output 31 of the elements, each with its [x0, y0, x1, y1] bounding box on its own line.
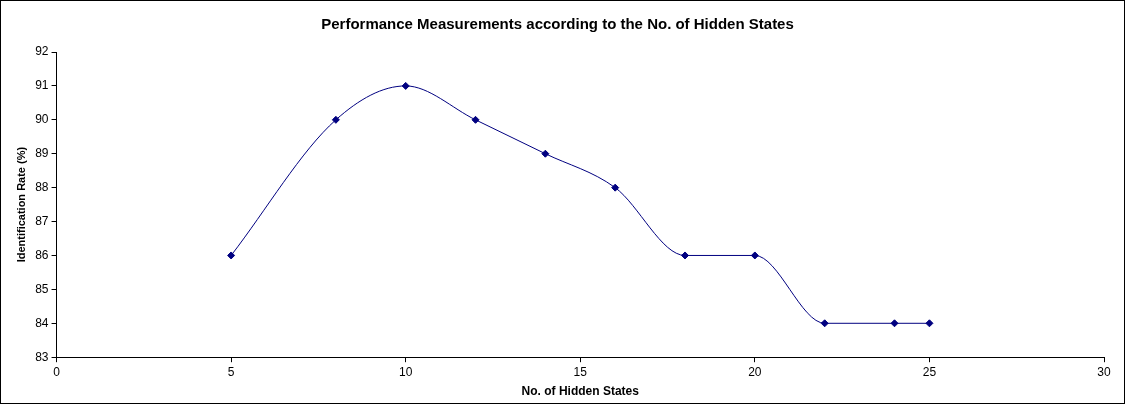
point [471, 115, 480, 124]
point [820, 319, 829, 328]
x-tick-label: 10 [399, 364, 413, 379]
point [541, 149, 550, 158]
y-tick-label: 84 [35, 315, 49, 330]
point [227, 251, 236, 260]
x-tick-label: 20 [748, 364, 762, 379]
x-tick-label: 15 [573, 364, 588, 379]
point [890, 319, 899, 328]
y-tick-label: 92 [35, 44, 49, 59]
y-tick-label: 86 [35, 247, 49, 262]
point [331, 115, 340, 124]
y-tick-label: 85 [35, 281, 49, 296]
y-tick-label: 91 [35, 78, 49, 93]
y-axis-title: Identification Rate (%) [14, 146, 27, 263]
x-tick-label: 25 [922, 364, 937, 379]
point [750, 251, 759, 260]
x-tick-label: 30 [1097, 364, 1111, 379]
y-tick-label: 89 [35, 146, 49, 161]
chart-title: Performance Measurements according to the No. of Hidden States [321, 15, 794, 33]
x-axis-title: No. of Hidden States [521, 384, 640, 399]
y-tick-label: 83 [35, 349, 49, 364]
point [925, 319, 934, 328]
point [681, 251, 690, 260]
y-tick-label: 87 [35, 213, 49, 228]
y-tick-label: 88 [35, 179, 49, 194]
point [611, 183, 620, 192]
point [401, 81, 410, 90]
x-tick-label: 0 [53, 364, 61, 379]
x-tick-label: 5 [227, 364, 235, 379]
y-tick-label: 90 [35, 112, 49, 127]
